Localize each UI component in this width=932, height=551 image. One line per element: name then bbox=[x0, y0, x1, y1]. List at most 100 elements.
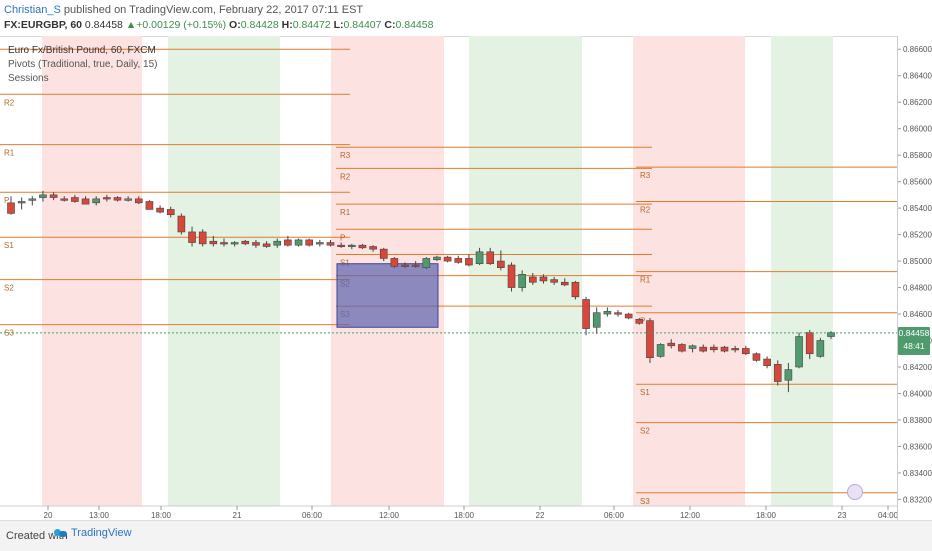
time-tick-label: 06:00 bbox=[302, 511, 323, 520]
price-tick-label: 0.85000 bbox=[903, 257, 932, 266]
candle-body bbox=[742, 348, 750, 355]
time-tick-label: 12:00 bbox=[379, 511, 400, 520]
price-tick-label: 0.84000 bbox=[903, 389, 932, 398]
candle-body bbox=[379, 248, 388, 259]
price-tick-label: 0.85800 bbox=[903, 151, 932, 160]
candle-body bbox=[166, 209, 175, 216]
candle-body bbox=[507, 264, 516, 288]
candle-body bbox=[273, 240, 282, 246]
author-link[interactable]: Christian_S bbox=[4, 4, 61, 16]
rectangle-drawing bbox=[336, 263, 439, 328]
candle-body bbox=[688, 345, 697, 349]
candle-body bbox=[241, 240, 250, 245]
pivot-label: S1 bbox=[340, 258, 350, 267]
candle-body bbox=[220, 242, 228, 245]
candle-body bbox=[92, 198, 100, 204]
price-tick-label: 0.83200 bbox=[903, 495, 932, 504]
price-tick-label: 0.85200 bbox=[903, 231, 932, 240]
legend-sessions-indicator[interactable]: Sessions bbox=[8, 73, 49, 84]
tradingview-brand[interactable]: TradingView bbox=[54, 527, 132, 539]
price-axis[interactable] bbox=[897, 36, 932, 520]
time-tick-label: 23 bbox=[838, 511, 847, 520]
time-tick-label: 22 bbox=[536, 511, 545, 520]
session-band bbox=[168, 36, 280, 506]
candle-body bbox=[560, 281, 569, 286]
candle-body bbox=[529, 276, 537, 283]
price-tick-label: 0.86000 bbox=[903, 125, 932, 134]
candle-body bbox=[539, 276, 548, 282]
pivot-label: R2 bbox=[4, 98, 15, 107]
candle-body bbox=[145, 201, 154, 210]
price-tick-label: 0.83400 bbox=[903, 469, 932, 478]
candle-body bbox=[422, 258, 431, 268]
candle-body bbox=[49, 194, 58, 198]
tradingview-logo-icon bbox=[54, 528, 68, 538]
up-arrow-icon: ▲ bbox=[125, 19, 137, 31]
low-value: 0.84407 bbox=[343, 19, 382, 31]
ohlc-line: FX:EURGBP, 60 0.84458 ▲+0.00129 (+0.15%)… bbox=[4, 19, 433, 31]
candle-body bbox=[763, 358, 771, 366]
candle-body bbox=[614, 312, 622, 315]
candle-body bbox=[678, 344, 686, 352]
legend-symbol-title[interactable]: Euro Fx/British Pound, 60, FXCM bbox=[8, 45, 156, 56]
time-tick-label: 12:00 bbox=[680, 511, 701, 520]
candle-body bbox=[326, 242, 335, 246]
candle-body bbox=[731, 348, 739, 351]
price-tick-label: 0.83800 bbox=[903, 416, 932, 425]
candle-body bbox=[699, 346, 708, 352]
candle-body bbox=[252, 242, 260, 246]
candle-body bbox=[17, 201, 26, 204]
low-label: L: bbox=[333, 19, 344, 31]
session-band bbox=[633, 36, 745, 506]
candle-body bbox=[71, 197, 79, 202]
time-tick-label: 13:00 bbox=[89, 511, 110, 520]
pivot-label: R1 bbox=[340, 208, 351, 217]
publish-header: Christian_S published on TradingView.com… bbox=[0, 0, 932, 34]
pivot-label: R2 bbox=[340, 172, 351, 181]
candle-body bbox=[571, 281, 580, 298]
candle-body bbox=[156, 207, 164, 213]
candle-body bbox=[592, 312, 601, 328]
candle-body bbox=[60, 198, 69, 201]
pivot-label: R3 bbox=[340, 151, 351, 160]
price-tick-label: 0.84200 bbox=[903, 363, 932, 372]
candle-body bbox=[795, 336, 803, 368]
candle-body bbox=[177, 215, 186, 233]
price-tick-label: 0.83600 bbox=[903, 442, 932, 451]
chart-legend: Euro Fx/British Pound, 60, FXCM Pivots (… bbox=[8, 44, 158, 86]
close-value: 0.84458 bbox=[395, 19, 434, 31]
session-band bbox=[42, 36, 142, 506]
candle-body bbox=[646, 320, 654, 359]
candle-body bbox=[475, 251, 484, 265]
candle-body bbox=[134, 198, 143, 204]
candle-body bbox=[188, 231, 196, 243]
price-tick-label: 0.84800 bbox=[903, 284, 932, 293]
legend-pivots-indicator[interactable]: Pivots (Traditional, true, Daily, 15) bbox=[8, 59, 158, 70]
candle-body bbox=[816, 340, 825, 357]
chart-canvas[interactable]: R2R1PS1S2S3R3R2R1PS1S2S3R3R2R1PS1S2S30.8… bbox=[0, 36, 932, 520]
pivot-label: R3 bbox=[640, 171, 651, 180]
last-price-marker: 0.84458 48:41 bbox=[898, 326, 930, 355]
candle-body bbox=[827, 332, 835, 337]
candle-body bbox=[497, 260, 505, 268]
candle-body bbox=[305, 239, 313, 246]
candle-body bbox=[582, 299, 590, 329]
candle-body bbox=[720, 346, 729, 352]
session-band bbox=[469, 36, 582, 506]
candle-body bbox=[465, 258, 473, 266]
candle-body bbox=[486, 251, 495, 265]
chart-pane[interactable] bbox=[0, 36, 897, 507]
open-value: 0.84428 bbox=[240, 19, 279, 31]
footer-bar: Created with TradingView bbox=[0, 520, 932, 551]
candle-body bbox=[454, 258, 463, 263]
publish-info: Christian_S published on TradingView.com… bbox=[4, 4, 363, 16]
last-price-label: 0.84458 bbox=[898, 327, 930, 338]
pivot-label: R2 bbox=[640, 205, 651, 214]
time-tick-label: 20 bbox=[44, 511, 53, 520]
last-price: 0.84458 bbox=[84, 19, 123, 31]
high-label: H: bbox=[281, 19, 293, 31]
tradingview-label: TradingView bbox=[71, 527, 132, 539]
pivot-label: P bbox=[340, 233, 345, 242]
time-tick-label: 04:00 bbox=[878, 511, 899, 520]
open-label: O: bbox=[229, 19, 241, 31]
